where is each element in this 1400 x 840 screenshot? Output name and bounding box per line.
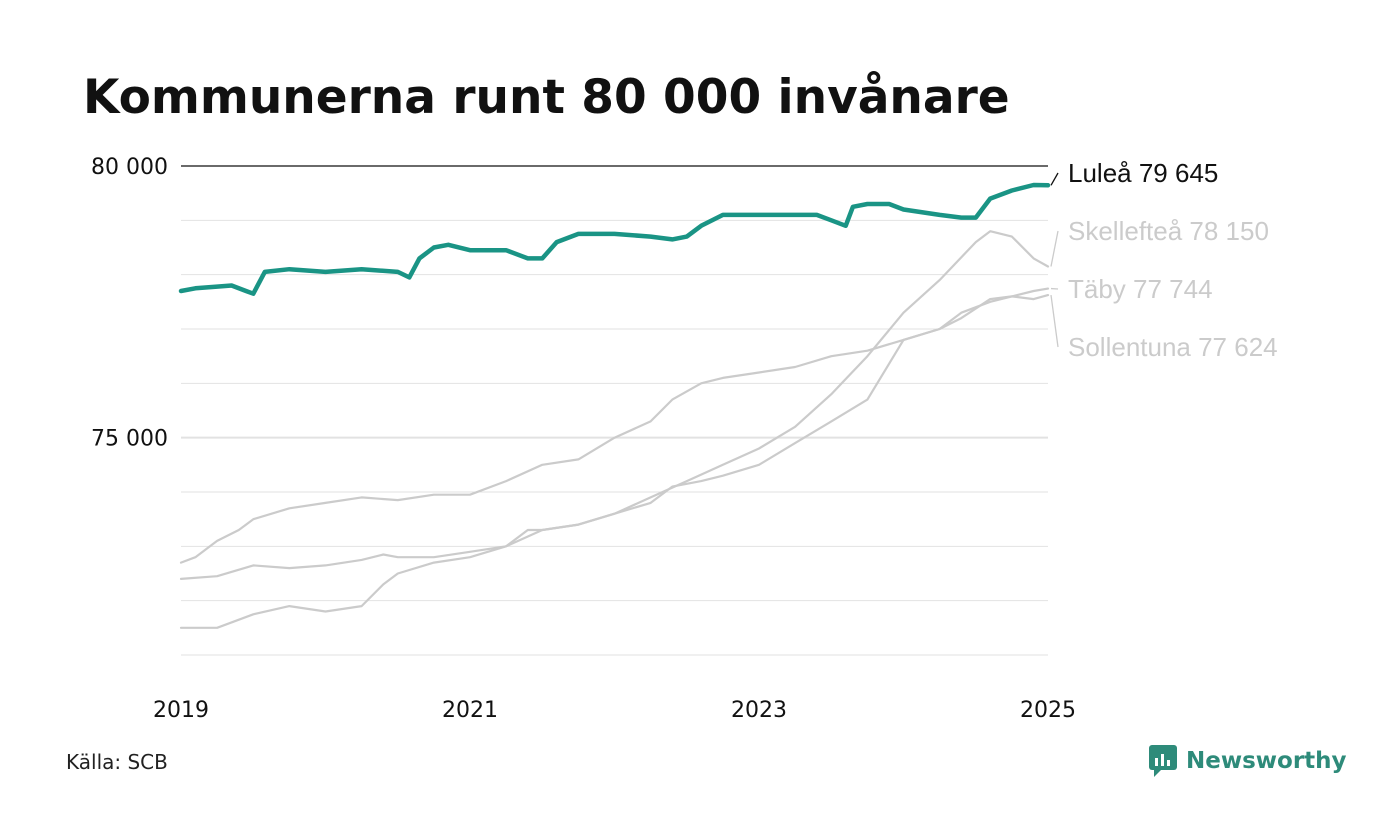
series-end-label: Täby 77 744: [1068, 274, 1213, 304]
x-tick-label: 2021: [442, 698, 498, 723]
source-note: Källa: SCB: [66, 750, 168, 774]
label-connector: [1050, 230, 1059, 267]
brand-logo[interactable]: Newsworthy: [1148, 744, 1347, 778]
y-axis-tick-labels: 75 000 80 000: [91, 155, 168, 452]
y-tick-label: 75 000: [91, 427, 168, 452]
series-line-skellefte-: [179, 230, 1050, 629]
x-tick-label: 2019: [153, 698, 209, 723]
label-connector: [1050, 295, 1059, 348]
series-end-labels: Luleå 79 645 Skellefteå 78 150 Täby 77 744…: [1050, 158, 1278, 362]
x-axis-tick-labels: 2019 2021 2023 2025: [153, 698, 1076, 723]
series-line-t-by: [179, 287, 1050, 564]
series-end-label: Sollentuna 77 624: [1068, 332, 1278, 362]
y-tick-label: 80 000: [91, 155, 168, 180]
newsworthy-logo-icon: [1149, 745, 1177, 777]
series-line-lule-: [178, 182, 1051, 296]
series-end-label: Luleå 79 645: [1068, 158, 1218, 188]
grid-lines: [181, 165, 1048, 656]
x-tick-label: 2023: [731, 698, 787, 723]
series-end-label: Skellefteå 78 150: [1068, 216, 1269, 246]
x-tick-label: 2025: [1020, 698, 1076, 723]
label-connector: [1050, 172, 1059, 186]
series-line-sollentuna: [179, 294, 1050, 580]
series-lines: [178, 182, 1051, 629]
brand-name: Newsworthy: [1186, 748, 1347, 774]
chart-title: Kommunerna runt 80 000 invånare: [83, 70, 1010, 125]
